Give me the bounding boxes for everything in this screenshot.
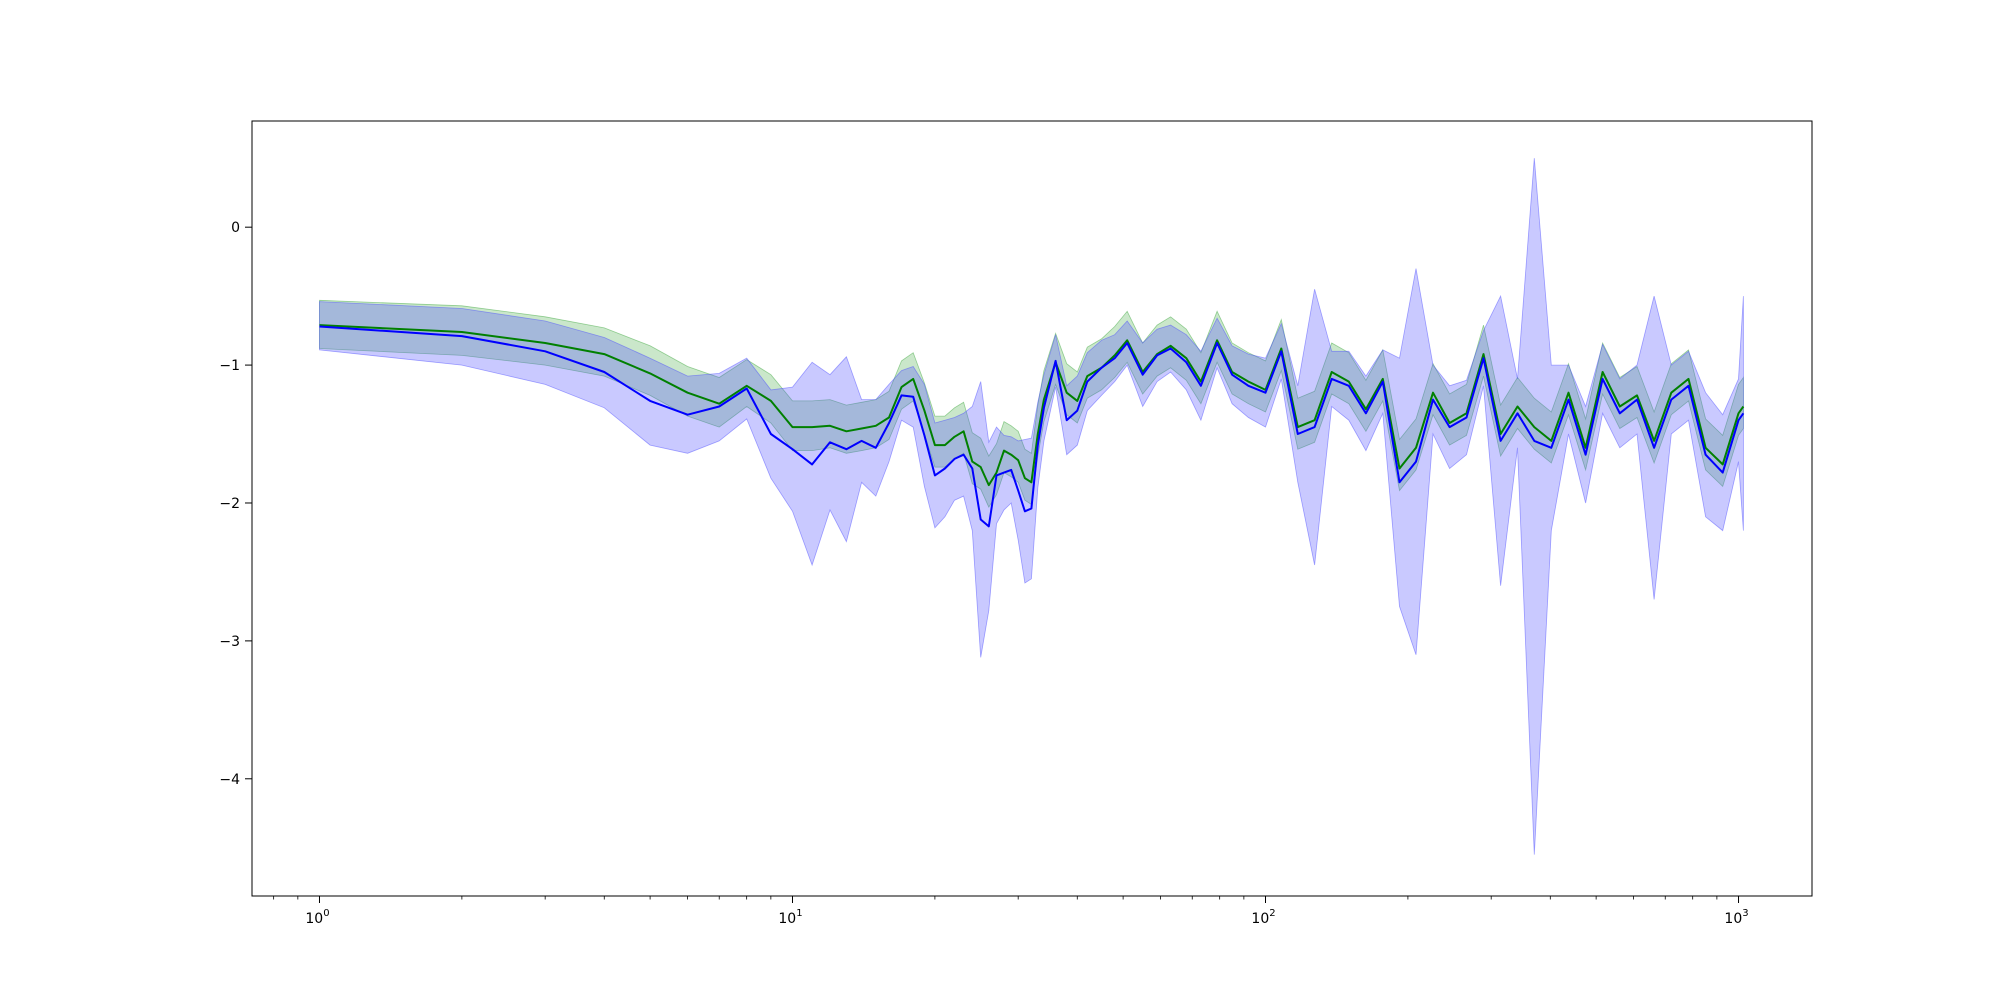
- x-tick-label: 101: [778, 908, 802, 927]
- plot-area: [319, 158, 1745, 855]
- x-tick-label: 103: [1724, 908, 1748, 927]
- y-tick-label: −2: [219, 496, 240, 512]
- y-tick-label: −3: [219, 634, 240, 650]
- x-tick-label: 100: [305, 908, 329, 927]
- y-axis: 0 −1 −2 −3 −4: [219, 220, 252, 788]
- series-line-2: [319, 325, 1745, 528]
- x-tick-label: 102: [1251, 908, 1275, 927]
- series-line-1: [319, 324, 1745, 487]
- y-tick-label: 0: [231, 220, 240, 236]
- y-tick-label: −1: [219, 358, 240, 374]
- axes-frame: [251, 120, 1813, 897]
- y-tick-label: −4: [219, 772, 240, 788]
- lines-group: [319, 324, 1745, 528]
- x-axis: 100 101 102 103: [273, 896, 1749, 927]
